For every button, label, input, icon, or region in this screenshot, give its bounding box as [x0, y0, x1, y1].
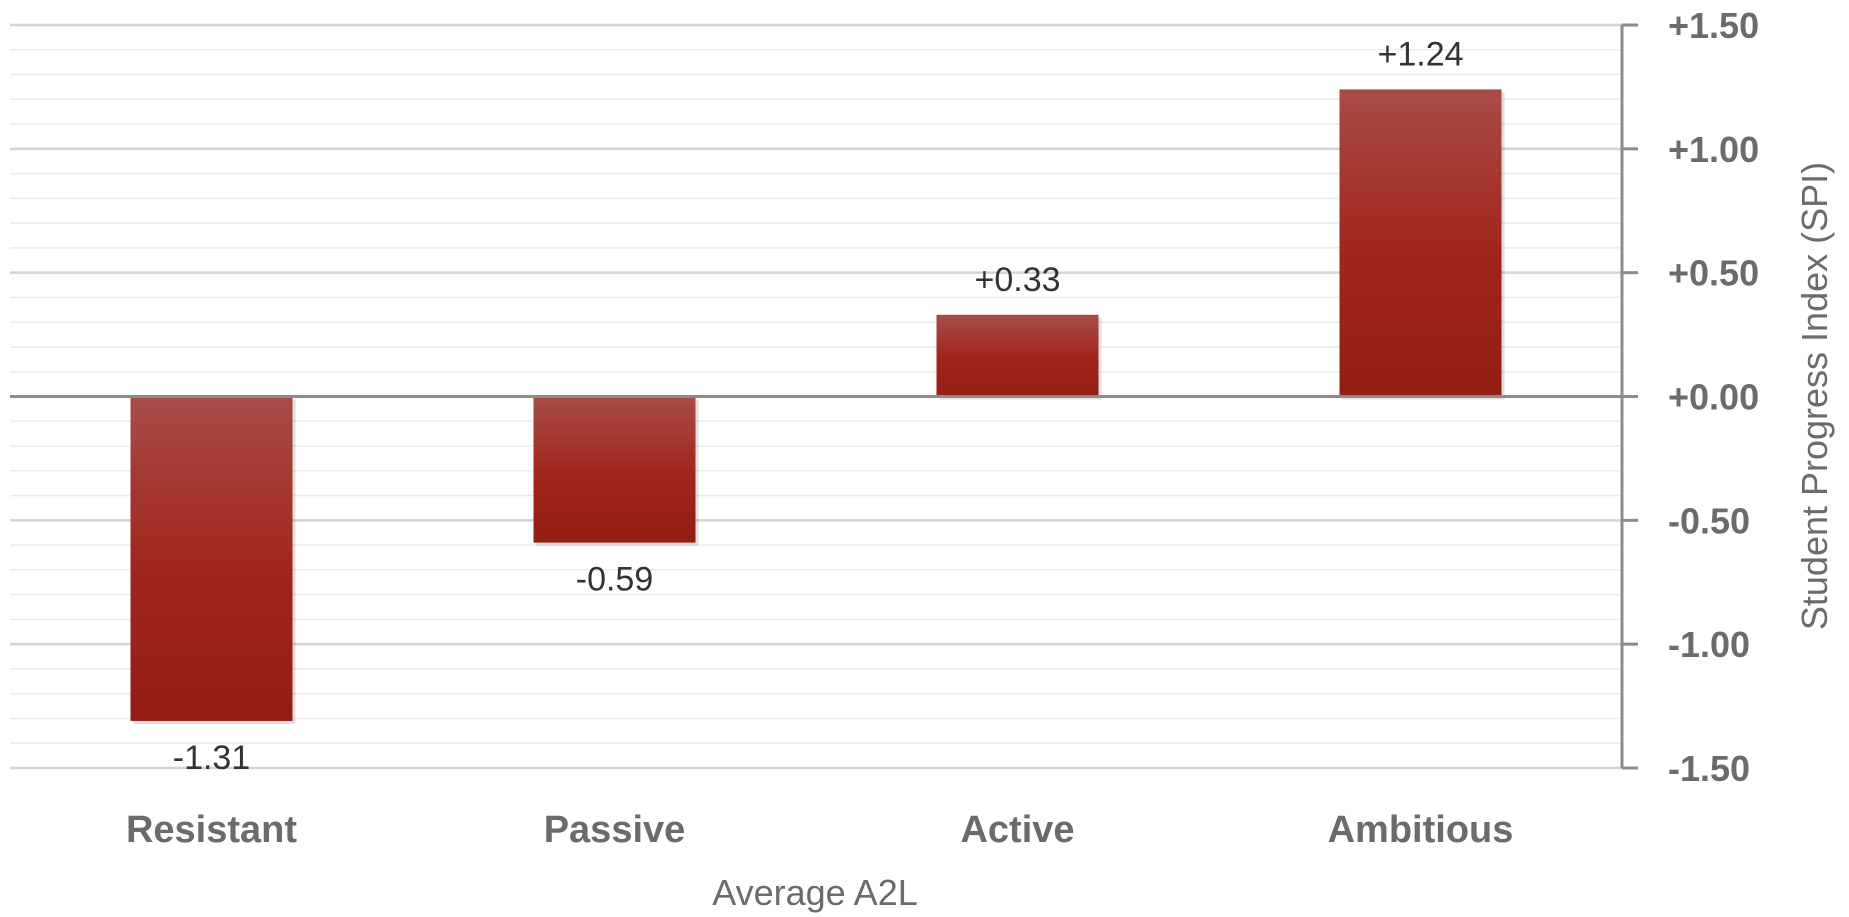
y-tick-label: -1.50: [1668, 748, 1750, 789]
y-tick-label: +0.50: [1668, 253, 1759, 294]
data-label: +1.24: [1377, 35, 1463, 73]
bar-ambitious: [1339, 89, 1502, 397]
bar-active: [936, 314, 1099, 397]
y-tick-label: +0.00: [1668, 377, 1759, 418]
y-tick-label: +1.50: [1668, 5, 1759, 46]
y-axis: +1.50 +1.00 +0.50 +0.00 -0.50 -1.00 -1.50: [1620, 5, 1759, 789]
bar-resistant: [130, 396, 293, 721]
data-label: -1.31: [173, 739, 251, 777]
data-label: -0.59: [576, 561, 654, 599]
data-label: +0.33: [974, 261, 1060, 299]
category-label: Active: [960, 809, 1074, 851]
y-tick-label: -1.00: [1668, 624, 1750, 665]
category-label: Ambitious: [1328, 809, 1514, 851]
x-axis-title: Average A2L: [712, 872, 918, 913]
y-axis-title: Student Progress Index (SPI): [1794, 162, 1835, 630]
category-label: Resistant: [126, 809, 297, 851]
y-tick-label: -0.50: [1668, 500, 1750, 541]
data-labels: -1.31 -0.59 +0.33 +1.24: [173, 35, 1464, 777]
bar-passive: [533, 396, 696, 543]
category-labels: Resistant Passive Active Ambitious: [126, 809, 1513, 851]
y-tick-label: +1.00: [1668, 129, 1759, 170]
category-label: Passive: [544, 809, 686, 851]
bars: [130, 89, 1505, 724]
